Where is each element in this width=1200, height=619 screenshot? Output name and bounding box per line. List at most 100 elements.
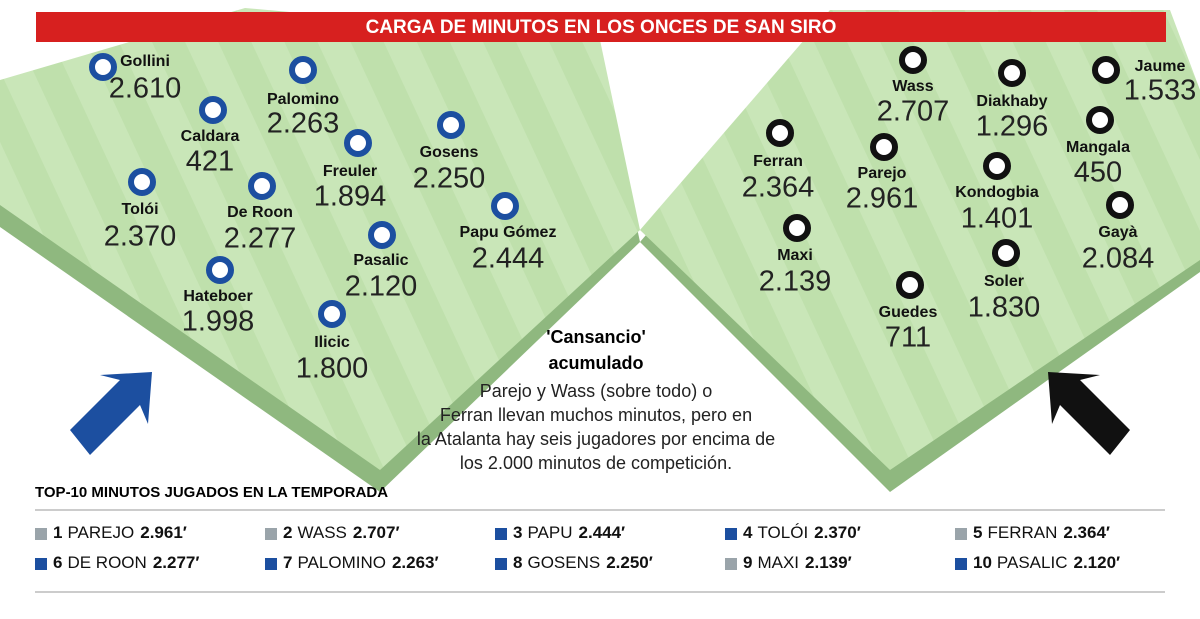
title: CARGA DE MINUTOS EN LOS ONCES DE SAN SIR… — [366, 17, 837, 38]
player-minutes: 1.296 — [976, 111, 1049, 143]
player-minutes: 2.444 — [472, 243, 545, 275]
player-minutes: 2.961 — [846, 183, 919, 215]
team-swatch — [725, 558, 737, 570]
minutes: 2.277′ — [153, 553, 200, 572]
player-minutes: 2.250 — [413, 163, 486, 195]
player-minutes: 2.707 — [877, 96, 950, 128]
rank: 2 — [283, 523, 292, 542]
note-line: Parejo y Wass (sobre todo) o — [480, 381, 712, 401]
note-heading: 'Cansancio' — [546, 327, 646, 347]
rank: 8 — [513, 553, 522, 572]
player-name: Tolói — [121, 201, 158, 218]
title-bar — [36, 12, 1166, 42]
player-name: Wass — [892, 78, 933, 95]
player-name: Ferran — [753, 153, 803, 170]
ranking-item: 10 PASALIC 2.120′ — [973, 553, 1120, 572]
player-name: Soler — [984, 273, 1024, 290]
player: PALOMINO — [297, 553, 385, 572]
arrow-left — [70, 372, 152, 455]
player-minutes: 1.800 — [296, 353, 369, 385]
player-name: Ilicic — [314, 334, 350, 351]
note-line: la Atalanta hay seis jugadores por encim… — [417, 429, 775, 449]
team-swatch — [495, 558, 507, 570]
ranking-title: TOP-10 MINUTOS JUGADOS EN LA TEMPORADA — [35, 484, 388, 501]
player: PAPU — [527, 523, 572, 542]
player-minutes: 1.533 — [1124, 75, 1197, 107]
player-name: Freuler — [323, 163, 377, 180]
team-swatch — [955, 558, 967, 570]
rank: 5 — [973, 523, 982, 542]
player-name: Pasalic — [353, 252, 408, 269]
player-minutes: 450 — [1074, 157, 1122, 189]
player-marker — [870, 133, 898, 161]
minutes: 2.364′ — [1063, 523, 1110, 542]
player: WASS — [297, 523, 346, 542]
player-marker — [1092, 56, 1120, 84]
player-minutes: 2.370 — [104, 221, 177, 253]
player-name: Jaume — [1135, 58, 1186, 75]
player-name: Mangala — [1066, 139, 1130, 156]
player-marker — [344, 129, 372, 157]
player-marker — [899, 46, 927, 74]
minutes: 2.250′ — [606, 553, 653, 572]
team-swatch — [265, 528, 277, 540]
player: FERRAN — [987, 523, 1057, 542]
player: DE ROON — [67, 553, 146, 572]
team-swatch — [35, 528, 47, 540]
player-minutes: 1.998 — [182, 306, 255, 338]
team-swatch — [495, 528, 507, 540]
player-marker — [289, 56, 317, 84]
ranking-item: 2 WASS 2.707′ — [283, 523, 400, 542]
player-marker — [992, 239, 1020, 267]
rank: 3 — [513, 523, 522, 542]
player: PASALIC — [997, 553, 1068, 572]
player-marker — [983, 152, 1011, 180]
ranking-item: 3 PAPU 2.444′ — [513, 523, 625, 542]
rank: 4 — [743, 523, 753, 542]
player-marker — [199, 96, 227, 124]
ranking-item: 8 GOSENS 2.250′ — [513, 553, 653, 572]
player-marker — [783, 214, 811, 242]
player-marker — [1086, 106, 1114, 134]
ranking-item: 6 DE ROON 2.277′ — [53, 553, 199, 572]
player-minutes: 1.401 — [961, 203, 1034, 235]
player-marker — [128, 168, 156, 196]
minutes: 2.120′ — [1073, 553, 1120, 572]
player-minutes: 2.139 — [759, 266, 832, 298]
player-minutes: 711 — [885, 322, 931, 354]
player-minutes: 421 — [186, 146, 234, 178]
player-marker — [766, 119, 794, 147]
rank: 7 — [283, 553, 292, 572]
ranking-item: 1 PAREJO 2.961′ — [53, 523, 187, 542]
player-marker — [491, 192, 519, 220]
player-name: Palomino — [267, 91, 339, 108]
player: GOSENS — [527, 553, 600, 572]
player-minutes: 2.120 — [345, 271, 418, 303]
note-heading: acumulado — [548, 353, 643, 373]
player: PAREJO — [67, 523, 134, 542]
player-name: Gollini — [120, 53, 170, 70]
player-minutes: 2.610 — [109, 73, 182, 105]
player-marker — [998, 59, 1026, 87]
team-swatch — [725, 528, 737, 540]
player-marker — [368, 221, 396, 249]
player-name: De Roon — [227, 204, 293, 221]
ranking-item: 9 MAXI 2.139′ — [743, 553, 852, 572]
note-line: los 2.000 minutos de competición. — [460, 453, 732, 473]
player-name: Maxi — [777, 247, 813, 264]
player-marker — [1106, 191, 1134, 219]
player-name: Kondogbia — [955, 184, 1039, 201]
arrow-right — [1048, 372, 1130, 455]
player-minutes: 2.364 — [742, 172, 815, 204]
team-swatch — [265, 558, 277, 570]
team-swatch — [35, 558, 47, 570]
player-name: Guedes — [879, 304, 938, 321]
note-line: Ferran llevan muchos minutos, pero en — [440, 405, 752, 425]
player-minutes: 2.277 — [224, 223, 297, 255]
minutes: 2.263′ — [392, 553, 439, 572]
pitch-left — [0, 8, 640, 470]
player-marker — [437, 111, 465, 139]
player-name: Caldara — [181, 128, 240, 145]
team-swatch — [955, 528, 967, 540]
